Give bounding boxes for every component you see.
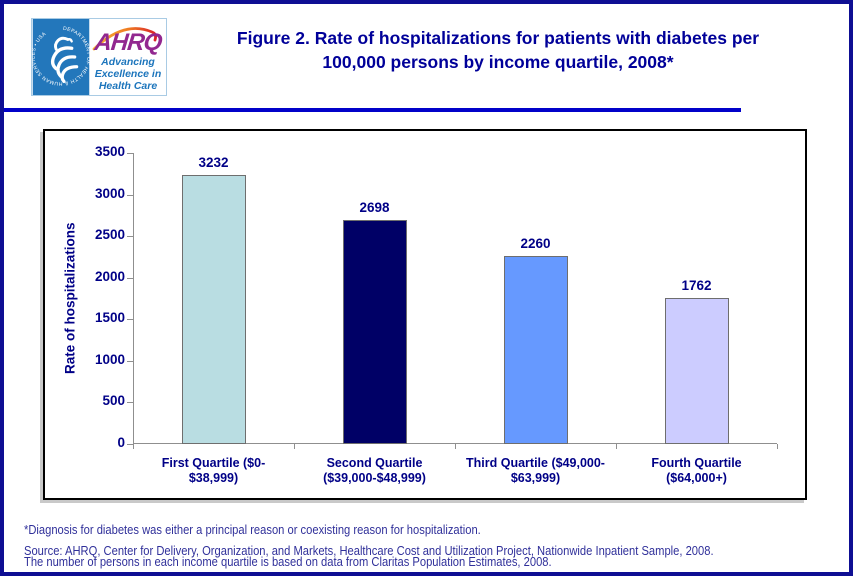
y-tick-mark [127,360,133,362]
figure-title-line2: 100,000 persons by income quartile, 2008… [322,52,674,72]
bar-value-label: 3232 [198,155,229,170]
footnote-source: Source: AHRQ, Center for Delivery, Organ… [24,543,714,558]
bar-value-label: 2698 [359,200,390,215]
x-axis-category-line: ($39,000-$48,999) [323,471,426,485]
x-axis-category-label: Fourth Quartile ($64,000+) [616,456,777,486]
tagline-line: Advancing [101,56,155,68]
bar-quartile-4 [664,298,729,444]
y-tick-label: 2500 [94,227,125,243]
y-tick-label: 3000 [94,185,125,201]
header-separator [4,108,741,112]
x-axis-category-line: $38,999) [188,471,239,485]
x-axis-category-label: Third Quartile ($49,000- $63,999) [455,456,616,486]
y-tick-mark [127,444,133,445]
chart-container: Rate of hospitalizations 0 500 1000 1500 200… [43,129,807,500]
x-tick-mark [616,444,617,449]
y-tick-label: 500 [102,393,125,409]
ahrq-tagline: Advancing Excellence in Health Care [90,56,166,92]
x-tick-mark [777,444,778,449]
y-tick-label: 1500 [94,310,125,326]
bar-value-label: 1762 [681,278,712,293]
footnote-diagnosis: *Diagnosis for diabetes was either a pri… [24,522,481,537]
y-tick-label: 2000 [94,268,125,284]
ahrq-wordmark-panel: AHRQ Advancing Excellence in Health Care [90,19,166,95]
x-tick-mark [133,444,134,449]
x-axis-category-line: Third Quartile ($49,000- [466,456,605,470]
plot-area [133,153,777,444]
ahrq-acronym: AHRQ [93,29,163,56]
ahrq-swoosh-icon [92,27,157,51]
tagline-line: Excellence in [94,68,162,80]
footnote-population: The number of persons in each income qua… [24,554,552,569]
bar-quartile-2 [342,220,407,444]
y-tick-mark [127,402,133,404]
bar-quartile-1 [181,175,246,444]
x-tick-mark [294,444,295,449]
y-tick-mark [127,277,133,279]
ahrq-logo: DEPARTMENT OF HEALTH & HUMAN SERVICES • … [31,18,167,96]
tagline-line: Health Care [98,80,158,92]
y-tick-label: 1000 [94,351,125,367]
hhs-eagle-icon: DEPARTMENT OF HEALTH & HUMAN SERVICES • … [31,19,91,95]
y-tick-mark [127,319,133,321]
x-axis-category-line: $63,999) [510,471,561,485]
bar-quartile-3 [503,256,568,444]
x-axis-category-label: Second Quartile ($39,000-$48,999) [294,456,455,486]
y-tick-mark [127,236,133,238]
x-axis-category-line: Second Quartile [326,456,423,470]
y-tick-mark [127,153,133,154]
x-axis-category-line: First Quartile ($0- [161,456,266,470]
x-axis-category-label: First Quartile ($0- $38,999) [133,456,294,486]
figure-title-line1: Figure 2. Rate of hospitalizations for p… [236,28,760,48]
x-tick-mark [455,444,456,449]
y-tick-mark [127,194,133,196]
y-tick-label: 0 [117,435,125,450]
x-axis-category-line: Fourth Quartile [651,456,742,470]
y-tick-label: 3500 [94,144,125,159]
x-axis-category-line: ($64,000+) [666,471,727,485]
figure-title: Figure 2. Rate of hospitalizations for p… [182,26,814,74]
bar-value-label: 2260 [520,236,551,251]
